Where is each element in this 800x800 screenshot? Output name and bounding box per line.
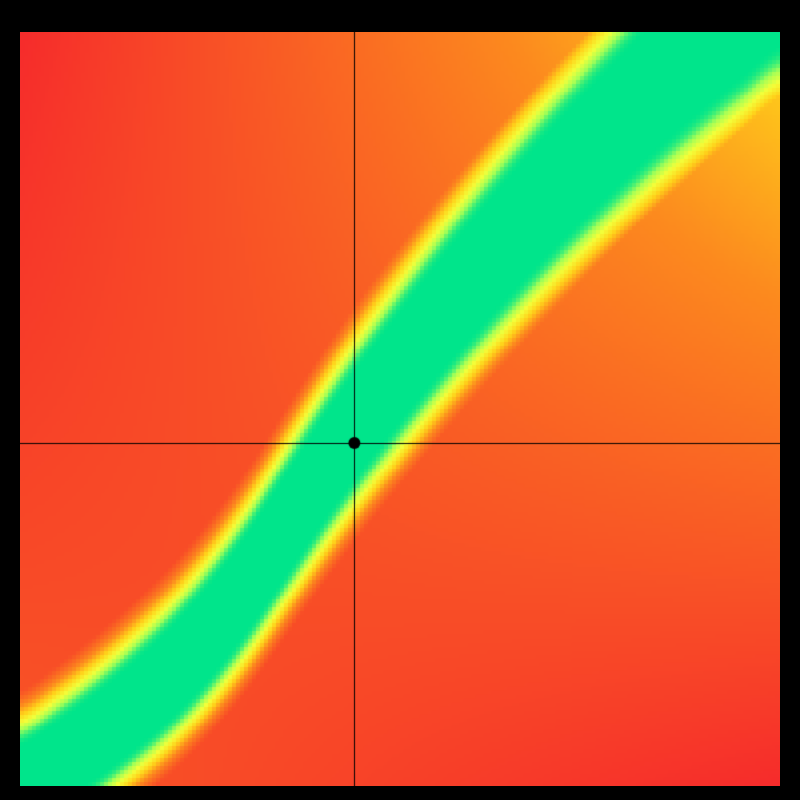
bottleneck-heatmap — [20, 32, 780, 786]
plot-area — [20, 32, 780, 786]
chart-container: TheBottleneck.com — [0, 0, 800, 800]
source-watermark: TheBottleneck.com — [592, 6, 780, 32]
